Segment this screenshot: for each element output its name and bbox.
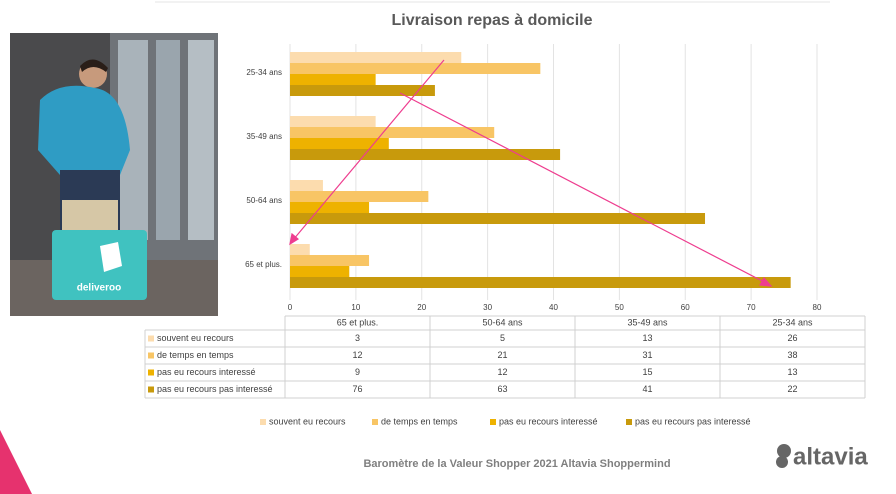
row-swatch <box>148 352 154 359</box>
x-tick-label: 70 <box>747 303 756 312</box>
table-header: 25-34 ans <box>772 317 813 327</box>
bar <box>290 202 370 213</box>
legend-label: pas eu recours interessé <box>499 416 598 426</box>
bar <box>290 63 541 74</box>
legend-label: pas eu recours pas interessé <box>635 416 751 426</box>
table-cell: 9 <box>355 367 360 377</box>
bar <box>290 266 350 277</box>
table-cell: 38 <box>787 350 797 360</box>
y-tick-label: 25-34 ans <box>246 68 282 77</box>
y-tick-label: 50-64 ans <box>246 196 282 205</box>
bar <box>290 277 791 288</box>
table-cell: 12 <box>352 350 362 360</box>
table-cell: 12 <box>497 367 507 377</box>
bar <box>290 52 462 63</box>
plot: 0 10 20 30 40 50 60 70 80 65 et plus. 50-64 ans 35-… <box>245 44 822 312</box>
legend-swatch <box>260 419 266 425</box>
table-cell: 31 <box>642 350 652 360</box>
x-tick-label: 40 <box>549 303 558 312</box>
logo: altavia <box>776 443 868 470</box>
data-table: 65 et plus. 50-64 ans 35-49 ans 25-34 ans so… <box>144 315 866 399</box>
corner-accent <box>0 430 32 494</box>
legend: souvent eu recours de temps en temps pas e… <box>260 416 751 426</box>
y-tick-label: 65 et plus. <box>245 260 282 269</box>
bar <box>290 74 376 85</box>
row-label: de temps en temps <box>157 350 234 360</box>
table-header: 35-49 ans <box>627 317 668 327</box>
bar <box>290 255 370 266</box>
x-tick-label: 60 <box>681 303 690 312</box>
row-swatch <box>148 386 154 393</box>
legend-swatch <box>626 419 632 425</box>
table-header: 50-64 ans <box>482 317 523 327</box>
footer: Baromètre de la Valeur Shopper 2021 Alta… <box>363 458 670 470</box>
y-tick-label: 35-49 ans <box>246 132 282 141</box>
photo-brand: deliveroo <box>77 283 121 294</box>
row-swatch <box>148 369 154 376</box>
row-swatch <box>148 335 154 342</box>
bar <box>290 127 495 138</box>
x-tick-label: 10 <box>351 303 360 312</box>
bar <box>290 85 435 96</box>
bar <box>290 244 310 255</box>
bar <box>290 116 376 127</box>
table-cell: 76 <box>352 384 362 394</box>
table-cell: 21 <box>497 350 507 360</box>
x-tick-label: 50 <box>615 303 624 312</box>
table-cell: 3 <box>355 333 360 343</box>
legend-swatch <box>372 419 378 425</box>
legend-label: de temps en temps <box>381 416 458 426</box>
table-cell: 13 <box>642 333 652 343</box>
bar <box>290 138 389 149</box>
bar <box>290 213 706 224</box>
bar <box>290 180 323 191</box>
chart-title: Livraison repas à domicile <box>392 12 593 29</box>
row-label: pas eu recours pas interessé <box>157 384 273 394</box>
bar <box>290 149 561 160</box>
photo: deliveroo <box>10 33 218 316</box>
table-cell: 13 <box>787 367 797 377</box>
row-label: souvent eu recours <box>157 333 234 343</box>
table-cell: 15 <box>642 367 652 377</box>
table-cell: 41 <box>642 384 652 394</box>
logo-text: altavia <box>793 443 868 470</box>
legend-label: souvent eu recours <box>269 416 346 426</box>
table-cell: 22 <box>787 384 797 394</box>
x-tick-label: 30 <box>483 303 492 312</box>
x-tick-label: 20 <box>417 303 426 312</box>
table-cell: 5 <box>500 333 505 343</box>
table-cell: 26 <box>787 333 797 343</box>
table-cell: 63 <box>497 384 507 394</box>
row-label: pas eu recours interessé <box>157 367 256 377</box>
bar <box>290 191 429 202</box>
legend-swatch <box>490 419 496 425</box>
arrows <box>289 59 773 287</box>
x-tick-label: 0 <box>288 303 293 312</box>
x-tick-label: 80 <box>813 303 822 312</box>
table-header: 65 et plus. <box>337 317 379 327</box>
